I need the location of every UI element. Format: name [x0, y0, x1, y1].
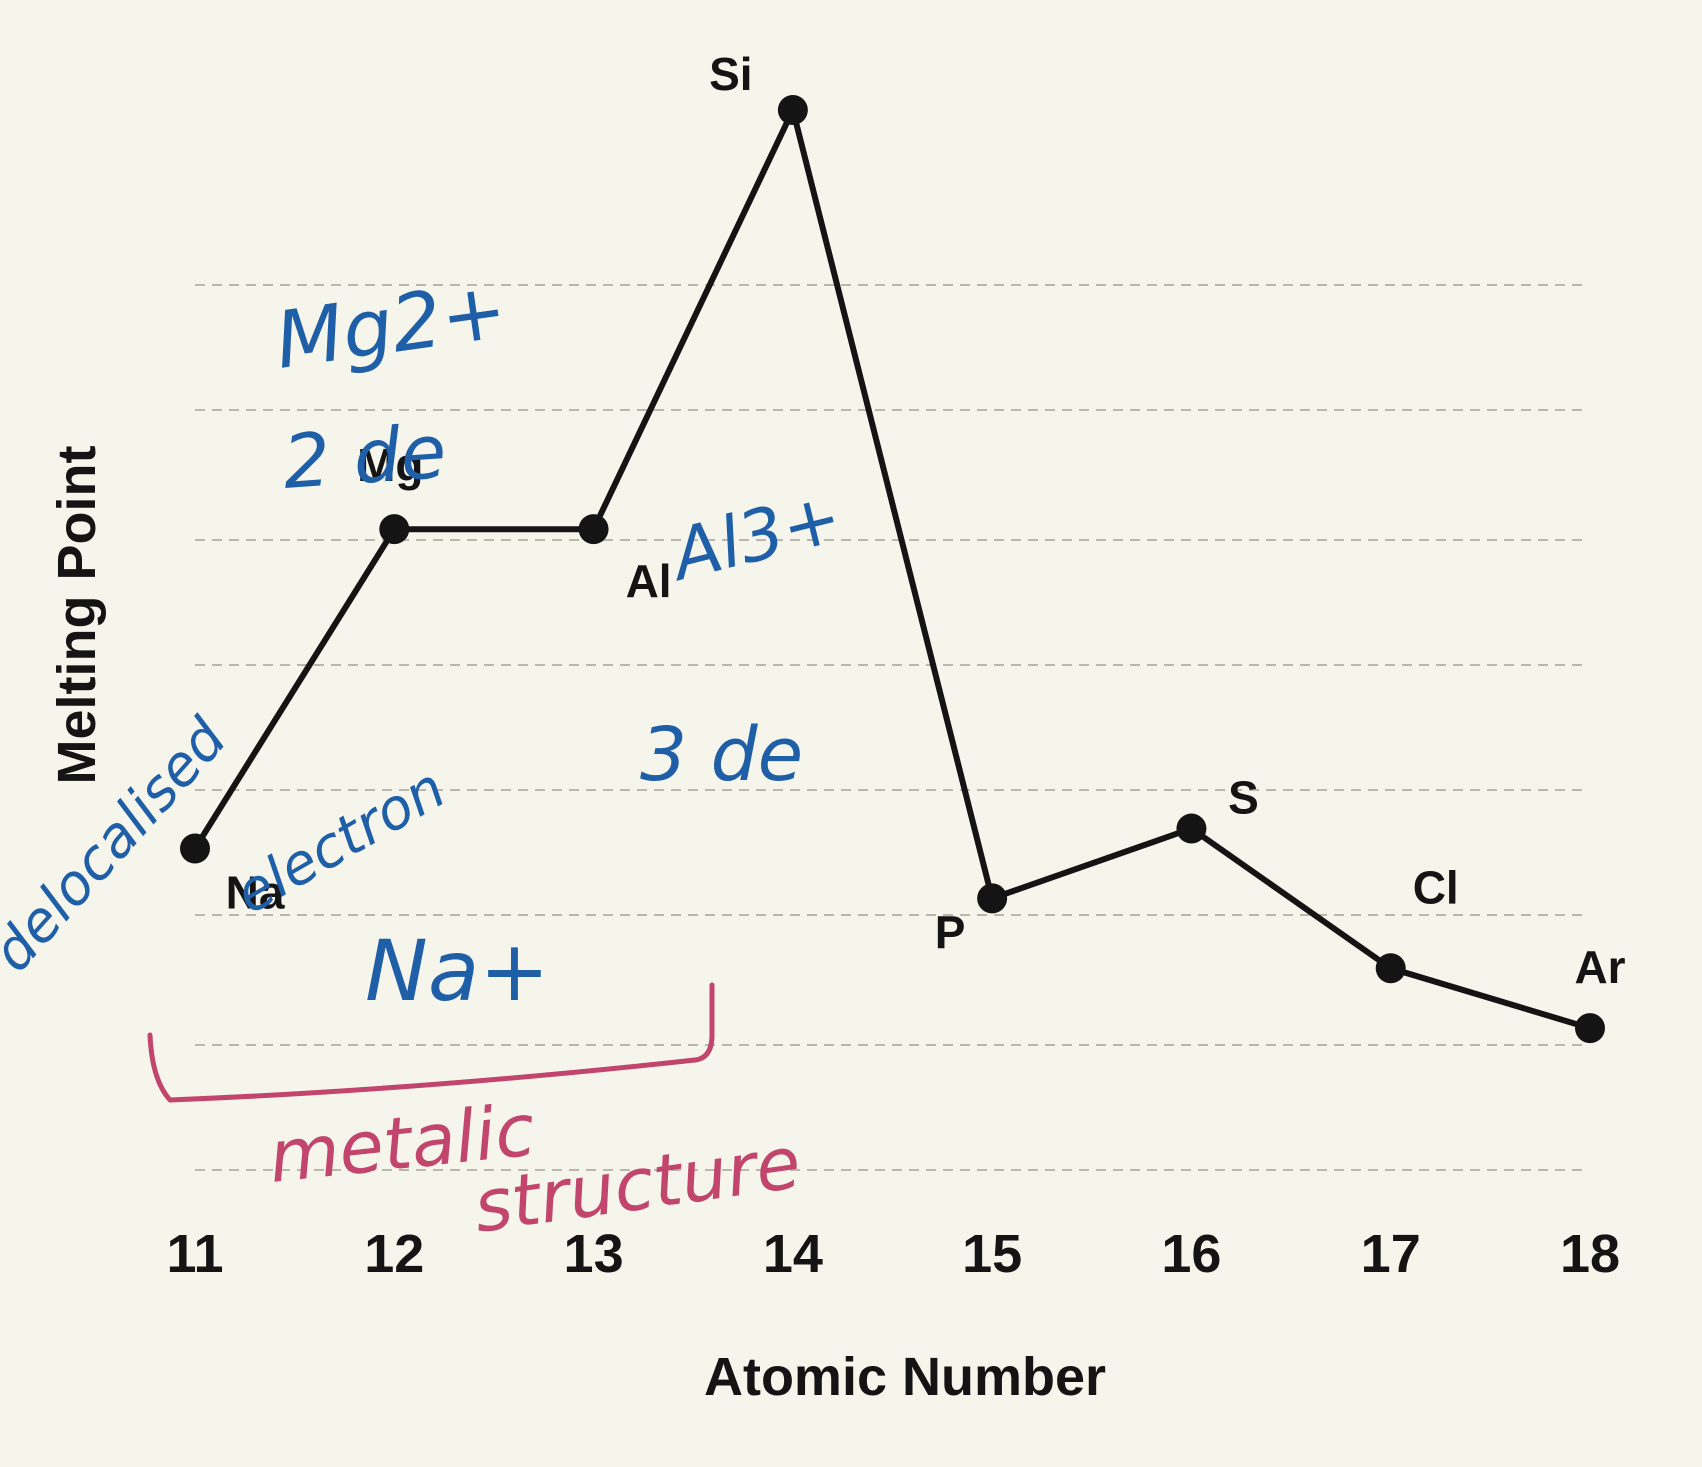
data-point-al — [578, 514, 609, 545]
x-tick-15: 15 — [962, 1224, 1022, 1284]
point-label-si: Si — [709, 48, 752, 100]
x-tick-13: 13 — [564, 1224, 624, 1284]
data-points — [180, 95, 1605, 1044]
data-point-mg — [379, 514, 410, 545]
data-point-si — [777, 95, 808, 125]
annotation-na-ion: Na+ — [365, 922, 550, 1020]
data-point-ar — [1575, 1013, 1605, 1044]
point-label-s: S — [1228, 772, 1259, 824]
point-label-ar: Ar — [1574, 941, 1625, 993]
x-tick-18: 18 — [1560, 1224, 1620, 1284]
point-label-mg: Mg — [357, 439, 423, 491]
annotation-mg-electrons: 2 de — [280, 409, 449, 506]
x-tick-11: 11 — [166, 1224, 223, 1284]
gridlines — [195, 284, 1585, 1171]
x-tick-labels: 11 12 13 14 15 16 17 18 — [166, 1224, 1620, 1284]
x-tick-16: 16 — [1161, 1224, 1221, 1284]
data-point-cl — [1375, 953, 1406, 984]
y-axis-title: Melting Point — [47, 446, 107, 785]
metallic-structure-bracket — [147, 982, 715, 1103]
point-label-na: Na — [226, 867, 285, 919]
x-tick-12: 12 — [364, 1224, 424, 1284]
data-point-s — [1176, 813, 1207, 844]
annotation-al-electrons: 3 de — [640, 712, 803, 798]
x-axis-title: Atomic Number — [704, 1347, 1106, 1407]
x-tick-14: 14 — [763, 1224, 823, 1284]
annotation-mg-ion: Mg2+ — [270, 265, 512, 386]
point-label-p: P — [935, 906, 966, 958]
series-polyline — [192, 107, 1593, 1032]
series-line — [192, 107, 1593, 1032]
point-labels: Na Mg Al Si P S Cl Ar — [226, 48, 1626, 993]
annotation-al-ion: Al3+ — [660, 476, 849, 598]
annotation-electron: electron — [225, 756, 457, 927]
x-tick-17: 17 — [1361, 1224, 1421, 1284]
data-point-na — [180, 833, 210, 864]
data-point-p — [977, 883, 1008, 914]
point-label-cl: Cl — [1413, 861, 1459, 913]
point-label-al: Al — [626, 555, 672, 607]
